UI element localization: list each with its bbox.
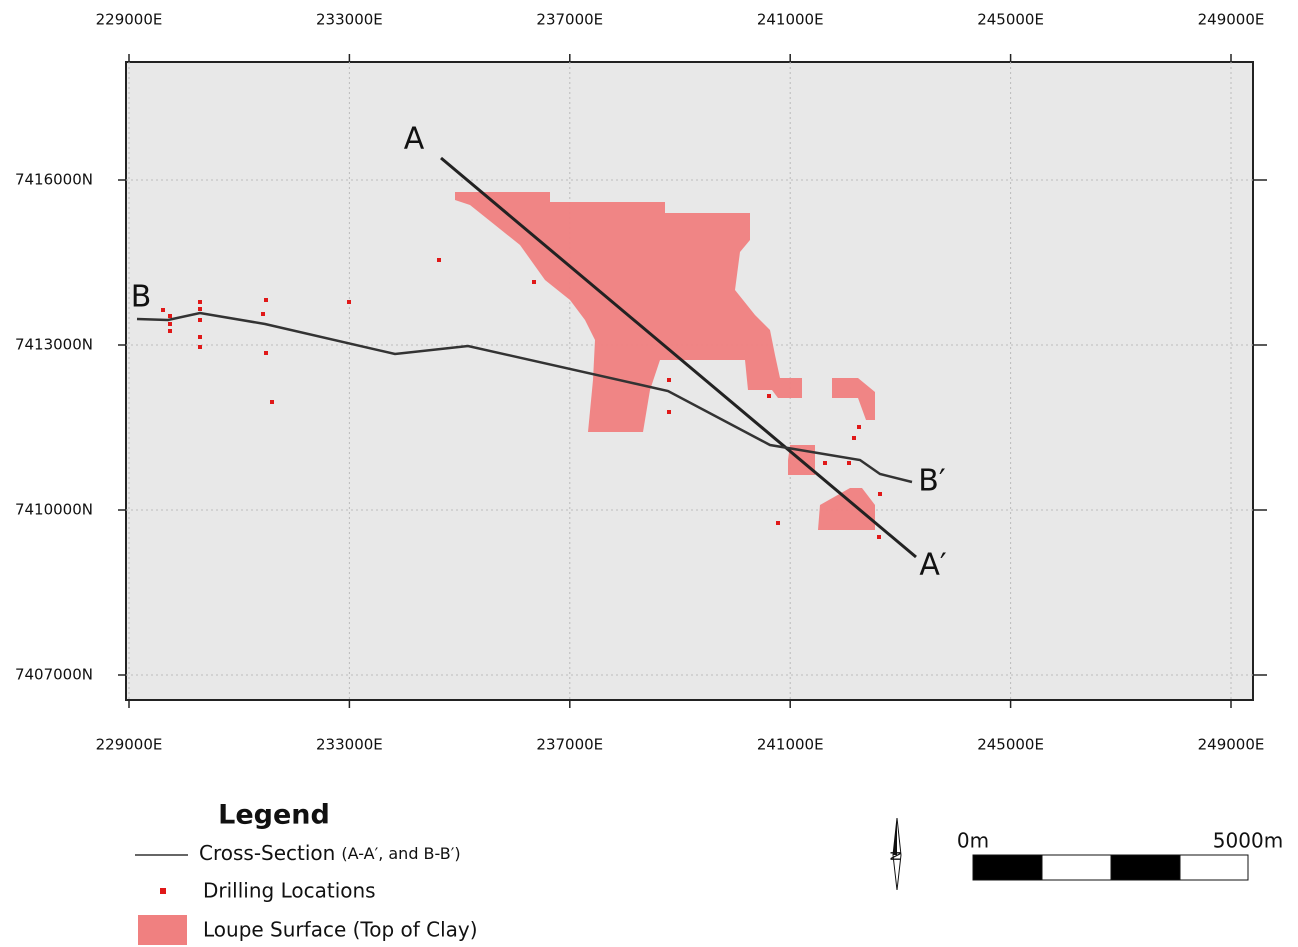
drill-hole — [878, 492, 882, 496]
x-tick-label: 233000E — [316, 11, 383, 29]
drill-hole — [667, 378, 671, 382]
drill-hole — [261, 312, 265, 316]
legend-label: Cross-Section (A-A′, and B-B′) — [199, 841, 461, 865]
legend-dot-swatch — [160, 888, 166, 894]
drill-hole — [264, 298, 268, 302]
legend-area-swatch — [138, 915, 187, 945]
scale-segment — [1042, 855, 1111, 880]
x-tick-label: 229000E — [96, 11, 163, 29]
x-tick-label: 233000E — [316, 736, 383, 754]
x-tick-label: 249000E — [1198, 11, 1265, 29]
legend-note: (A-A′, and B-B′) — [341, 844, 460, 863]
map-frame — [126, 62, 1253, 700]
drill-hole — [437, 258, 441, 262]
drill-hole — [161, 308, 165, 312]
drill-hole — [767, 394, 771, 398]
drill-hole — [168, 329, 172, 333]
drill-hole — [198, 345, 202, 349]
scale-segment — [973, 855, 1042, 880]
legend-title: Legend — [218, 800, 330, 831]
drill-hole — [198, 318, 202, 322]
drill-hole — [347, 300, 351, 304]
x-tick-label: 237000E — [536, 736, 603, 754]
y-tick-label: 7407000N — [15, 666, 93, 684]
drill-hole — [847, 461, 851, 465]
drill-hole — [532, 280, 536, 284]
drill-hole — [198, 300, 202, 304]
scale-segment — [1111, 855, 1180, 880]
scale-bar — [973, 855, 1248, 880]
drill-hole — [168, 314, 172, 318]
section-label: B — [131, 280, 152, 315]
drill-hole — [852, 436, 856, 440]
drill-hole — [270, 400, 274, 404]
north-label: N — [889, 851, 905, 861]
drill-hole — [198, 307, 202, 311]
legend-label: Loupe Surface (Top of Clay) — [203, 918, 478, 942]
x-tick-label: 241000E — [757, 736, 824, 754]
section-label: A — [404, 122, 425, 157]
north-arrow: N — [889, 818, 905, 890]
section-label: A′ — [919, 548, 947, 583]
x-tick-label: 245000E — [977, 11, 1044, 29]
legend-item: Cross-Section — [199, 841, 335, 865]
scale-label: 5000m — [1213, 829, 1283, 853]
drill-hole — [776, 521, 780, 525]
x-tick-label: 249000E — [1198, 736, 1265, 754]
section-label: B′ — [918, 464, 946, 499]
drill-hole — [667, 410, 671, 414]
y-tick-label: 7416000N — [15, 171, 93, 189]
y-tick-label: 7413000N — [15, 336, 93, 354]
scale-label: 0m — [957, 829, 989, 853]
drill-hole — [168, 322, 172, 326]
drill-hole — [823, 461, 827, 465]
legend-label: Drilling Locations — [203, 879, 376, 903]
x-tick-label: 229000E — [96, 736, 163, 754]
x-tick-label: 237000E — [536, 11, 603, 29]
drill-hole — [877, 535, 881, 539]
drill-hole — [857, 425, 861, 429]
map-figure: A A′ B B′ Legend Cross-Section (A-A′, and… — [0, 0, 1298, 947]
scale-segment — [1180, 855, 1248, 880]
x-tick-label: 241000E — [757, 11, 824, 29]
drill-hole — [198, 335, 202, 339]
drill-hole — [264, 351, 268, 355]
x-tick-label: 245000E — [977, 736, 1044, 754]
y-tick-label: 7410000N — [15, 501, 93, 519]
